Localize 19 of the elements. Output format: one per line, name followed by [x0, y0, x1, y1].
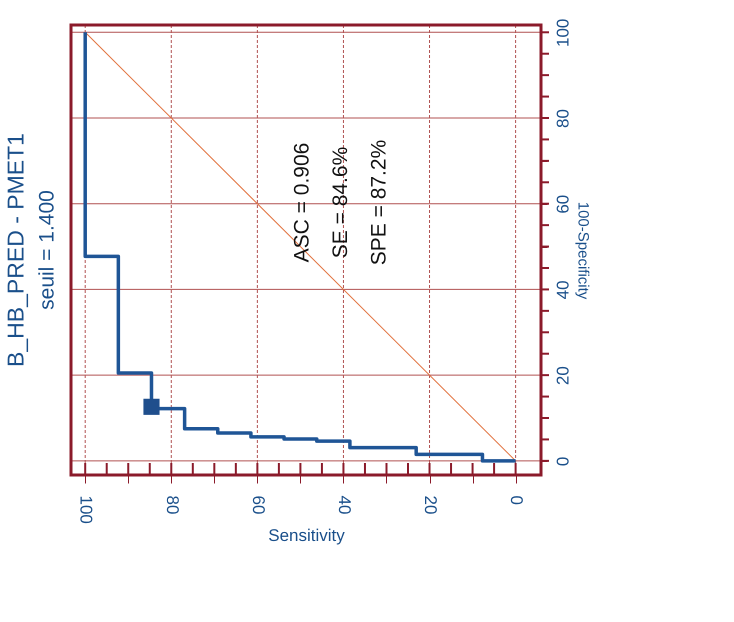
annotation: SE = 84.6%: [329, 146, 352, 258]
y-tick-label: 80: [554, 109, 572, 128]
text: seuil = 1.400: [36, 190, 58, 310]
x-tick-label: 20: [421, 496, 440, 514]
x-tick-label: 40: [334, 496, 354, 514]
annotation: SPE = 87.2%: [368, 140, 391, 266]
text: B_HB_PRED - PMET1: [2, 133, 28, 367]
y-tick-label: 0: [554, 456, 572, 466]
x-tick-label: 100: [76, 496, 96, 524]
y-axis-title: 100-Specificity: [574, 202, 592, 300]
y-tick-label: 40: [554, 280, 572, 300]
x-tick-label: 0: [507, 496, 526, 505]
x-tick-label: 80: [162, 496, 182, 514]
y-tick-label: 100: [554, 18, 572, 47]
y-tick-label: 60: [554, 194, 572, 214]
x-tick-label: 60: [248, 496, 268, 514]
annotation: ASC = 0.906: [290, 142, 314, 262]
y-tick-label: 20: [554, 366, 572, 386]
x-axis-title: Sensitivity: [268, 526, 346, 545]
